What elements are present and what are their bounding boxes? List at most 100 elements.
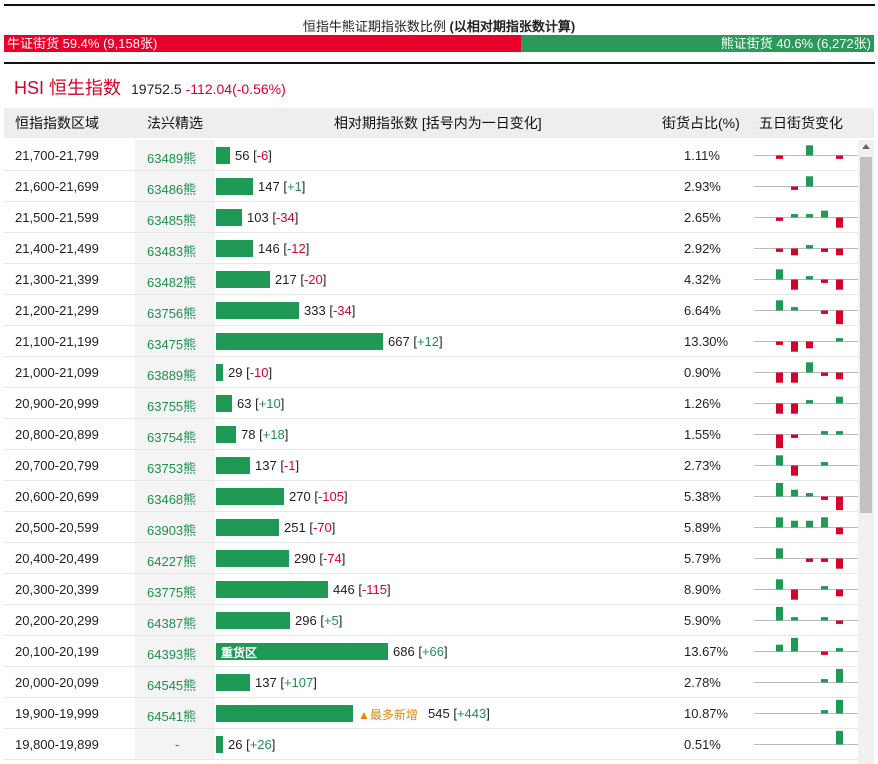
row-pick-link[interactable]: 63775熊: [147, 585, 197, 600]
row-count-change: +18: [262, 427, 285, 442]
table-row[interactable]: 21,400-21,499 63483熊 146 [-12] 2.92%: [4, 233, 858, 264]
table-row[interactable]: 21,500-21,599 63485熊 103 [-34] 2.65%: [4, 202, 858, 233]
row-pick-link[interactable]: 63753熊: [147, 461, 197, 476]
row-count-text: 26 [+26]: [228, 737, 276, 752]
row-count-value: 63: [237, 396, 252, 411]
five-day-bar: [836, 648, 843, 652]
five-day-chart: [754, 396, 858, 414]
row-pick-link[interactable]: 63483熊: [147, 244, 197, 259]
row-pct: 6.64%: [684, 303, 721, 318]
row-count-bar: [216, 147, 230, 164]
row-pick-link[interactable]: 63468熊: [147, 492, 197, 507]
five-day-chart: [754, 699, 858, 714]
row-count-bar: [216, 426, 236, 443]
ratio-title-main: 恒指牛熊证期指张数比例: [302, 19, 446, 34]
row-range: 21,000-21,099: [15, 365, 99, 380]
five-day-bar: [821, 586, 828, 590]
scrollbar[interactable]: [858, 140, 874, 764]
table-row[interactable]: 21,300-21,399 63482熊 217 [-20] 4.32%: [4, 264, 858, 295]
row-count-change: +10: [258, 396, 281, 411]
five-day-bar: [776, 644, 783, 652]
row-range: 19,800-19,899: [15, 737, 99, 752]
row-pick-cell: 63489熊: [135, 140, 215, 170]
table-row[interactable]: 20,000-20,099 64545熊 137 [+107] 2.78%: [4, 667, 858, 698]
top-divider: [4, 4, 875, 6]
table-row[interactable]: 20,400-20,499 64227熊 290 [-74] 5.79%: [4, 543, 858, 574]
row-pick-link[interactable]: 63903熊: [147, 523, 197, 538]
row-pick-cell: 64227熊: [135, 543, 215, 573]
row-range: 20,400-20,499: [15, 551, 99, 566]
row-pick-link[interactable]: 63482熊: [147, 275, 197, 290]
five-day-chart: [754, 482, 858, 511]
table-row[interactable]: 20,600-20,699 63468熊 270 [-105] 5.38%: [4, 481, 858, 512]
row-pick-link[interactable]: 64227熊: [147, 554, 197, 569]
row-count-bar: [216, 240, 253, 257]
row-count-text: 270 [-105]: [289, 489, 348, 504]
table-row[interactable]: 20,300-20,399 63775熊 446 [-115] 8.90%: [4, 574, 858, 605]
table-row[interactable]: 20,900-20,999 63755熊 63 [+10] 1.26%: [4, 388, 858, 419]
row-pick-link[interactable]: 64393熊: [147, 647, 197, 662]
row-pick-link[interactable]: 63489熊: [147, 151, 197, 166]
five-day-chart: [754, 637, 858, 655]
row-count-bar: [216, 488, 284, 505]
table-row[interactable]: 21,600-21,699 63486熊 147 [+1] 2.93%: [4, 171, 858, 202]
row-pct: 13.67%: [684, 644, 729, 659]
row-count-value: 56: [235, 148, 250, 163]
row-pick-link[interactable]: 63889熊: [147, 368, 197, 383]
five-day-bar: [836, 279, 843, 290]
row-range: 20,600-20,699: [15, 489, 99, 504]
row-pick-link[interactable]: 64387熊: [147, 616, 197, 631]
row-range: 21,100-21,199: [15, 334, 99, 349]
row-count-change: -1: [283, 458, 296, 473]
row-count-value: 270: [289, 489, 311, 504]
table-row[interactable]: 20,700-20,799 63753熊 137 [-1] 2.73%: [4, 450, 858, 481]
row-count-text: 251 [-70]: [284, 520, 336, 535]
row-pick-cell: 63483熊: [135, 233, 215, 263]
five-day-bar: [776, 403, 783, 414]
row-pick-link[interactable]: 64545熊: [147, 678, 197, 693]
ratio-title: 恒指牛熊证期指张数比例 (以相对期指张数计算): [0, 16, 878, 35]
row-pick-link[interactable]: 63754熊: [147, 430, 197, 445]
table-row[interactable]: 20,800-20,899 63754熊 78 [+18] 1.55%: [4, 419, 858, 450]
table-row[interactable]: 21,000-21,099 63889熊 29 [-10] 0.90%: [4, 357, 858, 388]
row-pick-link[interactable]: 63755熊: [147, 399, 197, 414]
five-day-bar: [836, 558, 843, 569]
table-row[interactable]: 20,200-20,299 64387熊 296 [+5] 5.90%: [4, 605, 858, 636]
scroll-up-arrow-icon[interactable]: [862, 144, 870, 149]
table-row[interactable]: 21,200-21,299 63756熊 333 [-34] 6.64%: [4, 295, 858, 326]
five-day-bar: [776, 269, 783, 280]
row-range: 20,500-20,599: [15, 520, 99, 535]
five-day-bar: [836, 396, 843, 404]
header-range: 恒指指数区域: [15, 115, 99, 131]
row-pick-cell: 64393熊: [135, 636, 215, 666]
five-day-bar: [776, 217, 783, 221]
row-pick-link[interactable]: 63486熊: [147, 182, 197, 197]
row-range: 20,800-20,899: [15, 427, 99, 442]
row-pick-link[interactable]: 64541熊: [147, 709, 197, 724]
five-day-bar: [776, 341, 783, 345]
row-pick-link[interactable]: 63756熊: [147, 306, 197, 321]
header-count: 相对期指张数 [括号内为一日变化]: [334, 115, 542, 131]
five-day-bar: [791, 617, 798, 621]
index-summary: HSI 恒生指数 19752.5 -112.04(-0.56%): [14, 74, 286, 98]
five-day-chart: [754, 176, 858, 190]
five-day-bar: [821, 617, 828, 621]
table-row[interactable]: 20,100-20,199 64393熊 重货区 686 [+66] 13.67%: [4, 636, 858, 667]
row-pick-link[interactable]: 63475熊: [147, 337, 197, 352]
five-day-chart: [754, 606, 858, 624]
table-row[interactable]: 19,800-19,899 - 26 [+26] 0.51%: [4, 729, 858, 760]
table-row[interactable]: 21,100-21,199 63475熊 667 [+12] 13.30%: [4, 326, 858, 357]
table-row[interactable]: 20,500-20,599 63903熊 251 [-70] 5.89%: [4, 512, 858, 543]
five-day-bar: [806, 276, 813, 280]
five-day-bar: [821, 710, 828, 714]
five-day-bar: [821, 558, 828, 562]
five-day-bar: [791, 186, 798, 190]
row-count-value: 147: [258, 179, 280, 194]
five-day-bar: [821, 462, 828, 466]
row-pick-link[interactable]: 63485熊: [147, 213, 197, 228]
table-row[interactable]: 19,900-19,999 64541熊 ▲最多新增 545 [+443] 10.87%: [4, 698, 858, 729]
table-row[interactable]: 21,700-21,799 63489熊 56 [-6] 1.11%: [4, 140, 858, 171]
row-count-value: 26: [228, 737, 243, 752]
scrollbar-thumb[interactable]: [860, 157, 872, 513]
row-count-change: -74: [322, 551, 342, 566]
